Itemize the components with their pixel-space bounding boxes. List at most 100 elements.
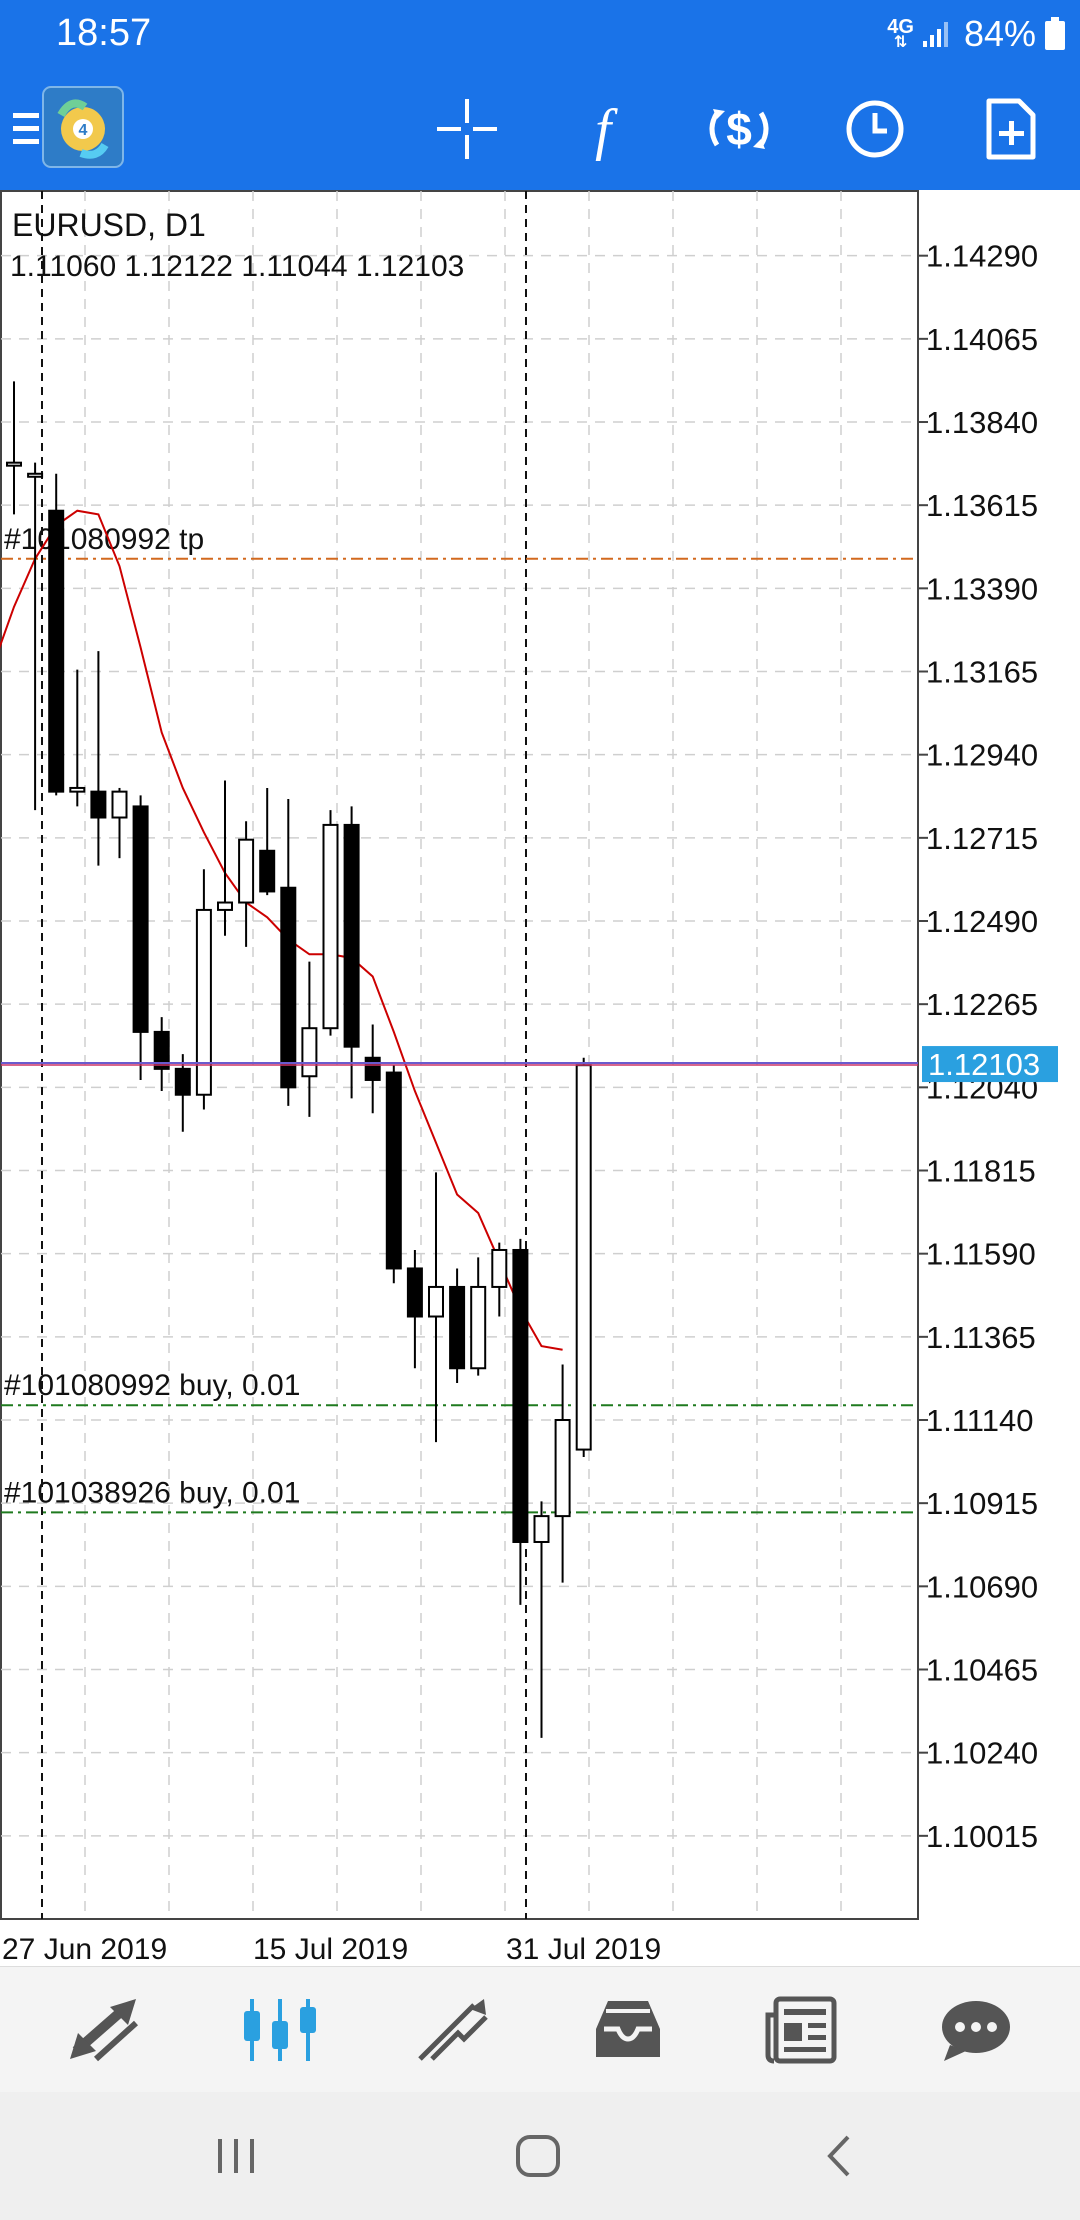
y-tick-label: 1.13615 <box>926 488 1038 523</box>
period-button[interactable] <box>832 86 918 172</box>
y-tick-label: 1.11365 <box>926 1320 1036 1355</box>
trend-icon <box>418 1999 488 2061</box>
price-chart[interactable]: 1.14290 1.14065 1.13840 1.13615 1.13390 1.131… <box>0 190 1080 1966</box>
charts-tab[interactable] <box>232 1985 328 2075</box>
news-tab[interactable] <box>754 1985 850 2075</box>
y-tick-label: 1.13165 <box>926 655 1038 690</box>
menu-button[interactable] <box>0 86 56 172</box>
chart-toolbar: 4 f $ <box>0 68 1080 190</box>
candle-body <box>195 908 212 1096</box>
y-tick-label: 1.13390 <box>926 571 1038 606</box>
menu-icon <box>13 113 39 144</box>
candle-body <box>6 461 22 467</box>
y-tick-label: 1.13840 <box>926 405 1038 440</box>
chat-tab[interactable] <box>928 1985 1024 2075</box>
y-tick-label: 1.10690 <box>926 1569 1038 1604</box>
y-tick-label: 1.12490 <box>926 904 1038 939</box>
trade-icon: $ <box>709 103 769 155</box>
candle-body <box>554 1419 571 1518</box>
candle-body <box>111 790 128 819</box>
inbox-icon <box>596 2001 660 2057</box>
moving-average-line <box>0 509 563 1351</box>
new-order-icon <box>986 98 1036 160</box>
candle-body <box>48 509 65 793</box>
current-price-tag <box>922 1046 1058 1083</box>
y-tick-label: 1.10240 <box>926 1736 1038 1771</box>
candle-body <box>343 823 360 1048</box>
indicators-button[interactable]: f <box>560 86 646 172</box>
battery-percent: 84% <box>963 13 1036 54</box>
history-tab[interactable] <box>580 1985 676 2075</box>
home-icon <box>516 2135 560 2177</box>
bottom-nav <box>0 1966 1080 2093</box>
period-clock-icon <box>846 100 904 158</box>
candle-body <box>533 1515 550 1543</box>
svg-text:4: 4 <box>79 122 88 139</box>
chart-symbol-title: EURUSD, D1 <box>12 207 206 243</box>
candle-body <box>512 1248 529 1543</box>
recents-button[interactable] <box>186 2116 286 2196</box>
svg-text:$: $ <box>726 103 752 155</box>
trade-button[interactable]: $ <box>696 86 782 172</box>
svg-text:f: f <box>595 97 618 161</box>
chat-icon <box>942 2001 1010 2061</box>
candle-body <box>491 1248 508 1288</box>
newspaper-icon <box>765 1996 837 2064</box>
current-price-label: 1.12103 <box>928 1047 1040 1082</box>
candle-body <box>301 1027 318 1078</box>
x-tick-label: 31 Jul 2019 <box>506 1933 661 1966</box>
candle-body <box>27 472 44 478</box>
recents-icon <box>218 2139 254 2173</box>
chart-area[interactable]: 1.14290 1.14065 1.13840 1.13615 1.13390 1.131… <box>0 190 1080 1966</box>
trade-tab[interactable] <box>406 1985 502 2075</box>
order-line-label: #101038926 buy, 0.01 <box>4 1476 300 1509</box>
y-tick-label: 1.11815 <box>926 1154 1036 1189</box>
y-tick-label: 1.14290 <box>926 239 1038 274</box>
y-tick-label: 1.11590 <box>926 1237 1036 1272</box>
home-button[interactable] <box>488 2116 588 2196</box>
candle-body <box>174 1067 191 1096</box>
candle-body <box>364 1056 381 1081</box>
y-tick-label: 1.10915 <box>926 1486 1038 1521</box>
candle-body <box>132 805 149 1033</box>
new-order-button[interactable] <box>968 86 1054 172</box>
candle-body <box>406 1267 423 1318</box>
candle-body <box>280 886 297 1089</box>
crosshair-button[interactable] <box>424 86 510 172</box>
battery-icon <box>1045 17 1065 50</box>
candle-body <box>90 790 107 819</box>
candle-body <box>238 838 255 904</box>
candle-body <box>575 1064 592 1451</box>
candle-body <box>259 849 276 893</box>
y-tick-label: 1.10015 <box>926 1819 1038 1854</box>
status-bar: 18:57 4G ⇅ 84% <box>0 0 1080 68</box>
candle-body <box>217 901 233 911</box>
candle-body <box>470 1285 487 1370</box>
status-indicators: 4G ⇅ 84% <box>887 10 1066 58</box>
candle-body <box>153 1030 170 1070</box>
chart-frame <box>0 190 919 1920</box>
candle-body <box>385 1071 402 1270</box>
x-tick-label: 27 Jun 2019 <box>2 1933 167 1966</box>
y-tick-label: 1.10465 <box>926 1653 1038 1688</box>
signal-icon <box>922 22 948 47</box>
y-tick-label: 1.12715 <box>926 821 1038 856</box>
app-logo-button[interactable]: 4 <box>40 84 126 170</box>
y-tick-label: 1.12265 <box>926 987 1038 1022</box>
order-line-label: #101080992 buy, 0.01 <box>4 1369 300 1402</box>
arrows-icon <box>70 1999 139 2062</box>
quotes-tab[interactable] <box>58 1985 154 2075</box>
back-button[interactable] <box>790 2116 890 2196</box>
x-tick-label: 15 Jul 2019 <box>253 1933 408 1966</box>
app-logo: 4 <box>42 86 124 168</box>
crosshair-icon <box>437 99 497 159</box>
y-tick-label: 1.12940 <box>926 738 1038 773</box>
system-nav-bar <box>0 2092 1080 2220</box>
indicators-icon: f <box>595 97 618 161</box>
y-tick-label: 1.11140 <box>926 1403 1033 1438</box>
candle-body <box>69 786 86 793</box>
back-icon <box>827 2135 850 2177</box>
status-time: 18:57 <box>56 12 152 54</box>
candle-body <box>449 1285 466 1370</box>
candle-body <box>322 823 339 1030</box>
